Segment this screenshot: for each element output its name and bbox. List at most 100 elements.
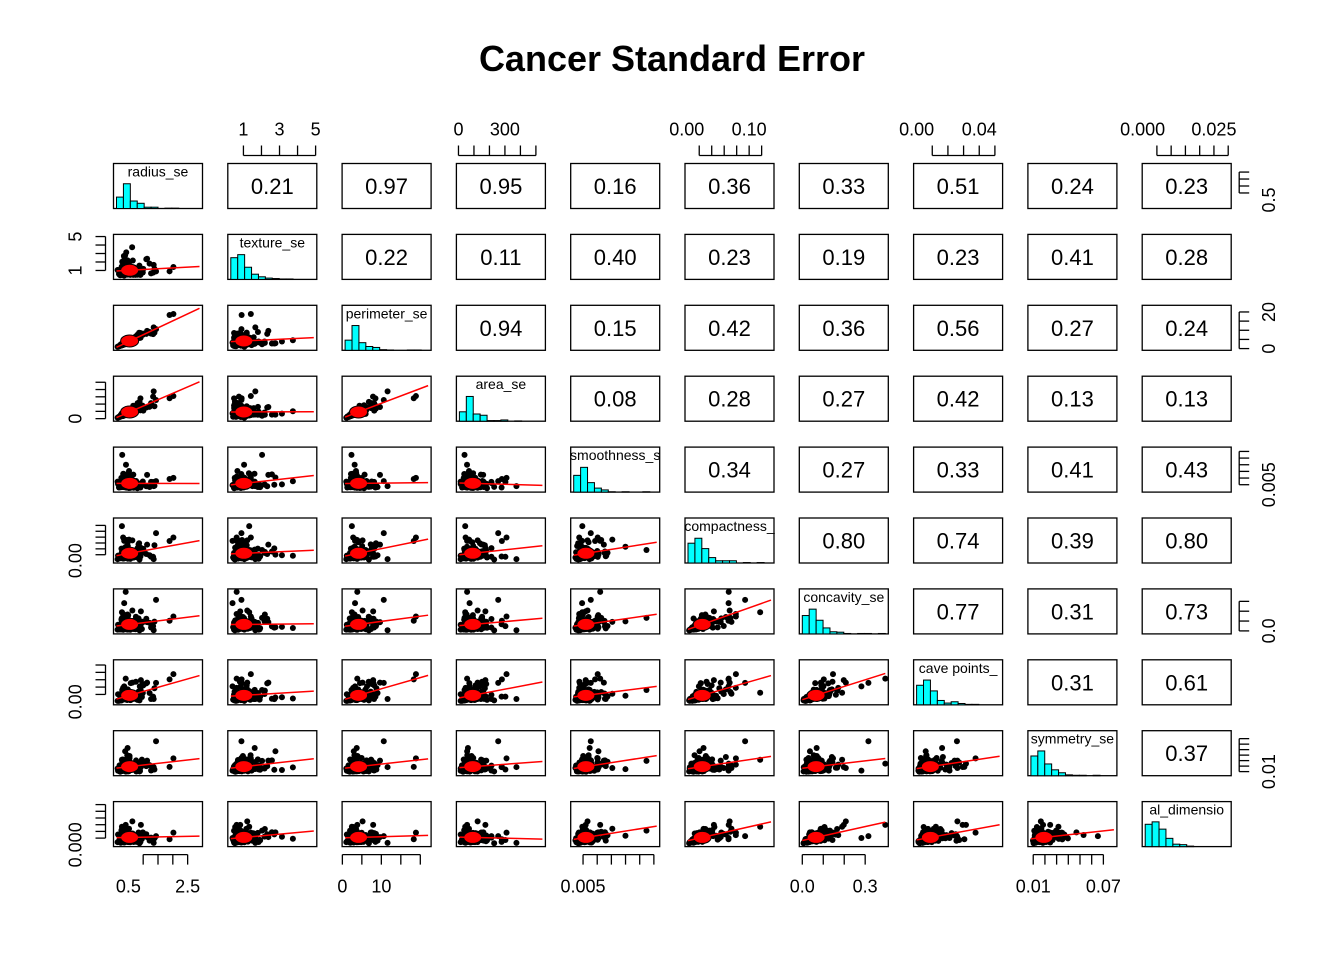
correlation-label: 0.41 [1051, 458, 1094, 483]
scatter-point [265, 404, 272, 411]
scatter-point [150, 623, 157, 630]
panel-1-0 [112, 233, 204, 281]
scatter-point [582, 680, 589, 687]
scatter-point [259, 614, 266, 621]
histogram-bar [358, 342, 367, 351]
panel-frame [570, 304, 661, 351]
scatter-point [380, 530, 387, 537]
correlation-label: 0.56 [937, 316, 980, 341]
correlation-label: 0.27 [1051, 316, 1094, 341]
scatter-point [259, 412, 266, 419]
scatter-point [714, 624, 721, 631]
scatter-point [380, 679, 387, 686]
scatter-point [728, 618, 735, 625]
panel-0-3: 0.95 [455, 162, 547, 210]
diag-label-compactness-se: compactness_ [684, 518, 774, 534]
panel-6-9: 0.73 [1141, 588, 1232, 635]
scatter-point [144, 471, 151, 478]
scatter-point [150, 388, 157, 395]
scatter-point [146, 484, 153, 491]
histogram-bar [573, 474, 582, 493]
panel-1-4: 0.40 [570, 233, 661, 281]
panel-3-8: 0.13 [1027, 375, 1118, 422]
histogram-bar [936, 699, 945, 706]
smooth-line [344, 538, 429, 557]
panel-1-1: texture_se [227, 233, 318, 281]
scatter-point [384, 696, 391, 703]
scatter-point [289, 625, 296, 632]
scatter-point [594, 534, 601, 541]
scatter-point [271, 624, 278, 631]
panel-frame [455, 233, 547, 281]
diag-label-texture-se: texture_se [240, 234, 306, 250]
scatter-point [503, 534, 510, 541]
scatter-point [272, 551, 279, 558]
panel-frame [341, 162, 432, 210]
scatter-point [503, 671, 510, 678]
histogram-bar [808, 608, 817, 635]
scatter-point [412, 671, 419, 678]
scatter-point [132, 613, 139, 620]
histogram-bar [729, 560, 737, 564]
scatter-point [122, 461, 129, 468]
panel-3-1 [227, 375, 318, 422]
panel-2-6: 0.36 [798, 304, 889, 351]
scatter-point [265, 471, 272, 478]
scatter-point [170, 474, 177, 481]
scatter-point [495, 478, 502, 485]
correlation-label: 0.51 [937, 174, 980, 199]
panel-0-0: radius_se [112, 162, 204, 210]
panel-0-9: 0.23 [1141, 162, 1232, 210]
panel-7-2 [341, 659, 432, 706]
histogram-bar [351, 325, 360, 351]
correlation-label: 0.36 [708, 174, 751, 199]
panel-frame [912, 304, 1004, 351]
panel-frame [570, 375, 661, 422]
correlation-label: 0.73 [1165, 599, 1208, 624]
scatter-point [144, 541, 151, 548]
scatter-point [604, 693, 611, 700]
scatter-point [513, 627, 520, 634]
scatter-point [265, 541, 272, 548]
scatter-point [129, 257, 136, 264]
scatter-point [579, 600, 586, 607]
histogram-bar [715, 560, 724, 564]
scatter-point [503, 613, 510, 620]
panel-4-3 [455, 446, 547, 493]
histogram-bar [237, 254, 246, 280]
panel-7-1 [227, 659, 318, 706]
histogram-bar [150, 206, 159, 210]
scatter-point [352, 600, 359, 607]
scatter-point [474, 607, 481, 614]
histogram-bar [251, 273, 259, 280]
scatter-point [170, 755, 177, 762]
correlation-label: 0.97 [365, 174, 408, 199]
scatter-point [247, 311, 254, 318]
panel-0-7: 0.51 [912, 162, 1004, 210]
panel-frame [912, 446, 1004, 493]
scatter-point [351, 461, 358, 468]
scatter-point [252, 388, 259, 395]
scatter-point [832, 691, 839, 698]
scatter-point [150, 393, 157, 400]
scatter-point [480, 484, 487, 491]
scatter-point [238, 680, 245, 687]
correlation-label: 0.77 [937, 599, 980, 624]
scatter-point [229, 537, 236, 544]
scatter-point [498, 484, 505, 491]
scatter-point [502, 693, 509, 700]
smooth-line [459, 545, 543, 556]
scatter-point [839, 689, 846, 696]
histogram-bar [379, 349, 388, 351]
histogram-bar [116, 196, 124, 210]
correlation-label: 0.74 [937, 529, 980, 554]
scatter-point [579, 523, 586, 530]
panel-0-5: 0.36 [684, 162, 775, 210]
scatter-point [271, 545, 278, 552]
scatter-point [278, 694, 285, 701]
scatter-point [483, 680, 490, 687]
scatter-point [289, 695, 296, 702]
scatter-point [229, 600, 236, 607]
scatter-point [495, 596, 502, 603]
scatter-point [247, 613, 254, 620]
